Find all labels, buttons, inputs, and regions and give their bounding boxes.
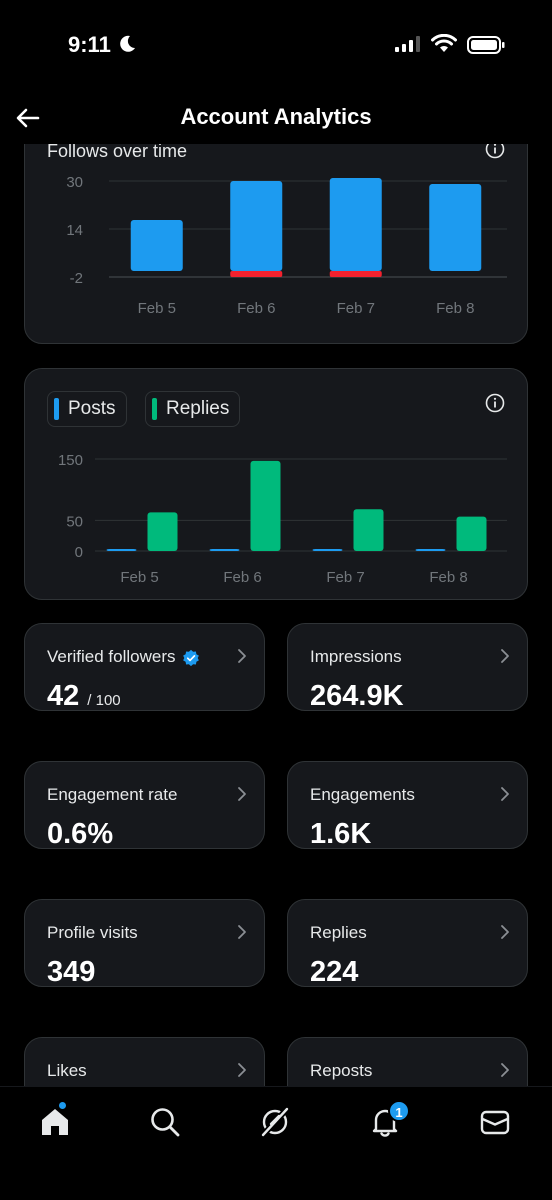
verified-followers-limit: / 100 (87, 692, 121, 709)
verified-followers-label: Verified followers (47, 647, 176, 666)
metric-value: 0.6% (47, 818, 114, 850)
posts-bar (106, 549, 137, 551)
y-tick-label: 150 (58, 452, 83, 469)
y-tick-label: 30 (66, 174, 83, 191)
chevron-right-icon (501, 1063, 509, 1077)
posts-bar (312, 549, 343, 551)
metric-engagements[interactable]: Engagements 1.6K (287, 761, 528, 850)
posts-replies-chart-card: Posts Replies 150 50 0 Feb 5 Feb 6 Feb 7 Feb 8 (24, 368, 528, 600)
metric-engagement-rate[interactable]: Engagement rate 0.6% (24, 761, 265, 850)
chevron-right-icon (238, 1063, 246, 1077)
replies-bar (250, 460, 281, 551)
search-icon (151, 1108, 180, 1137)
replies-swatch (152, 398, 157, 420)
unfollows-bar (230, 271, 283, 277)
metric-label: Verified followers (47, 647, 200, 667)
metric-verified-followers[interactable]: Verified followers 42 / 100 (24, 623, 265, 713)
posts-bar (415, 549, 446, 551)
metric-label: Profile visits (47, 923, 138, 942)
legend-replies[interactable]: Replies (145, 391, 241, 427)
legend-replies-label: Replies (166, 398, 230, 419)
metric-likes[interactable]: Likes (24, 1037, 265, 1086)
info-icon[interactable] (485, 144, 505, 159)
follows-bar (130, 220, 183, 271)
wifi-icon (431, 34, 457, 52)
home-unread-dot (58, 1101, 67, 1110)
x-tick-label: Feb 8 (436, 300, 474, 317)
follows-chart-card: Follows over time 30 14 -2 Feb 5 Feb 6 Feb 7 F… (24, 144, 528, 344)
moon-icon (120, 35, 135, 52)
chevron-right-icon (501, 925, 509, 939)
replies-bar (456, 516, 487, 551)
x-tick-label: Feb 6 (223, 569, 261, 586)
y-tick-label: 0 (75, 544, 83, 561)
metric-value: 264.9K (310, 680, 404, 712)
metric-label: Reposts (310, 1061, 373, 1080)
cellular-signal-icon (395, 36, 420, 52)
metric-value: 42 / 100 (47, 680, 121, 713)
chevron-right-icon (501, 649, 509, 663)
grok-icon (261, 1107, 289, 1137)
back-arrow-icon[interactable] (12, 102, 44, 134)
page-title: Account Analytics (180, 104, 372, 129)
chevron-right-icon (238, 787, 246, 801)
nav-home[interactable] (38, 1101, 72, 1139)
follows-chart-title: Follows over time (47, 144, 188, 161)
replies-bar (147, 512, 178, 551)
notifications-badge: 1 (388, 1100, 410, 1122)
legend-posts-label: Posts (68, 398, 116, 419)
chevron-right-icon (501, 787, 509, 801)
metric-label: Likes (47, 1061, 87, 1080)
metric-label: Engagement rate (47, 785, 178, 804)
y-tick-label: 50 (66, 513, 83, 530)
metric-reposts[interactable]: Reposts (287, 1037, 528, 1086)
metric-label: Impressions (310, 647, 402, 666)
legend-posts[interactable]: Posts (47, 391, 127, 427)
unfollows-bar (329, 271, 382, 277)
x-tick-label: Feb 5 (120, 569, 158, 586)
status-time: 9:11 (68, 32, 111, 57)
nav-grok[interactable] (258, 1105, 292, 1139)
metric-value: 224 (310, 956, 359, 988)
follows-bar (230, 181, 283, 271)
bottom-nav: 1 (0, 1086, 552, 1200)
nav-messages[interactable] (478, 1105, 512, 1139)
verified-followers-value: 42 (47, 680, 80, 712)
y-tick-label: 14 (66, 222, 83, 239)
posts-replies-bar-chart: 150 50 0 Feb 5 Feb 6 Feb 7 Feb 8 (58, 452, 507, 586)
battery-icon (467, 36, 505, 54)
replies-bar (353, 509, 384, 551)
metric-value: 1.6K (310, 818, 372, 850)
x-tick-label: Feb 7 (337, 300, 375, 317)
nav-search[interactable] (148, 1105, 182, 1139)
metric-replies[interactable]: Replies 224 (287, 899, 528, 988)
x-tick-label: Feb 7 (326, 569, 364, 586)
chevron-right-icon (238, 649, 246, 663)
analytics-content[interactable]: Follows over time 30 14 -2 Feb 5 Feb 6 Feb 7 F… (0, 144, 552, 1086)
header: Account Analytics (0, 92, 552, 144)
metric-impressions[interactable]: Impressions 264.9K (287, 623, 528, 712)
home-icon (42, 1109, 68, 1135)
x-tick-label: Feb 6 (237, 300, 275, 317)
follows-bar (329, 178, 382, 271)
metric-value: 349 (47, 956, 96, 988)
posts-swatch (54, 398, 59, 420)
metric-label: Replies (310, 923, 367, 942)
metric-profile-visits[interactable]: Profile visits 349 (24, 899, 265, 988)
follows-bar (429, 184, 482, 271)
follows-bar-chart: 30 14 -2 Feb 5 Feb 6 Feb 7 Feb 8 (66, 174, 507, 317)
metric-label: Engagements (310, 785, 415, 804)
status-bar: 9:11 (0, 0, 552, 92)
mail-icon (480, 1110, 510, 1135)
posts-bar (209, 549, 240, 551)
y-tick-label: -2 (70, 270, 83, 287)
verified-badge-icon (182, 649, 199, 666)
chevron-right-icon (238, 925, 246, 939)
x-tick-label: Feb 8 (429, 569, 467, 586)
x-tick-label: Feb 5 (138, 300, 176, 317)
info-icon[interactable] (485, 393, 505, 413)
